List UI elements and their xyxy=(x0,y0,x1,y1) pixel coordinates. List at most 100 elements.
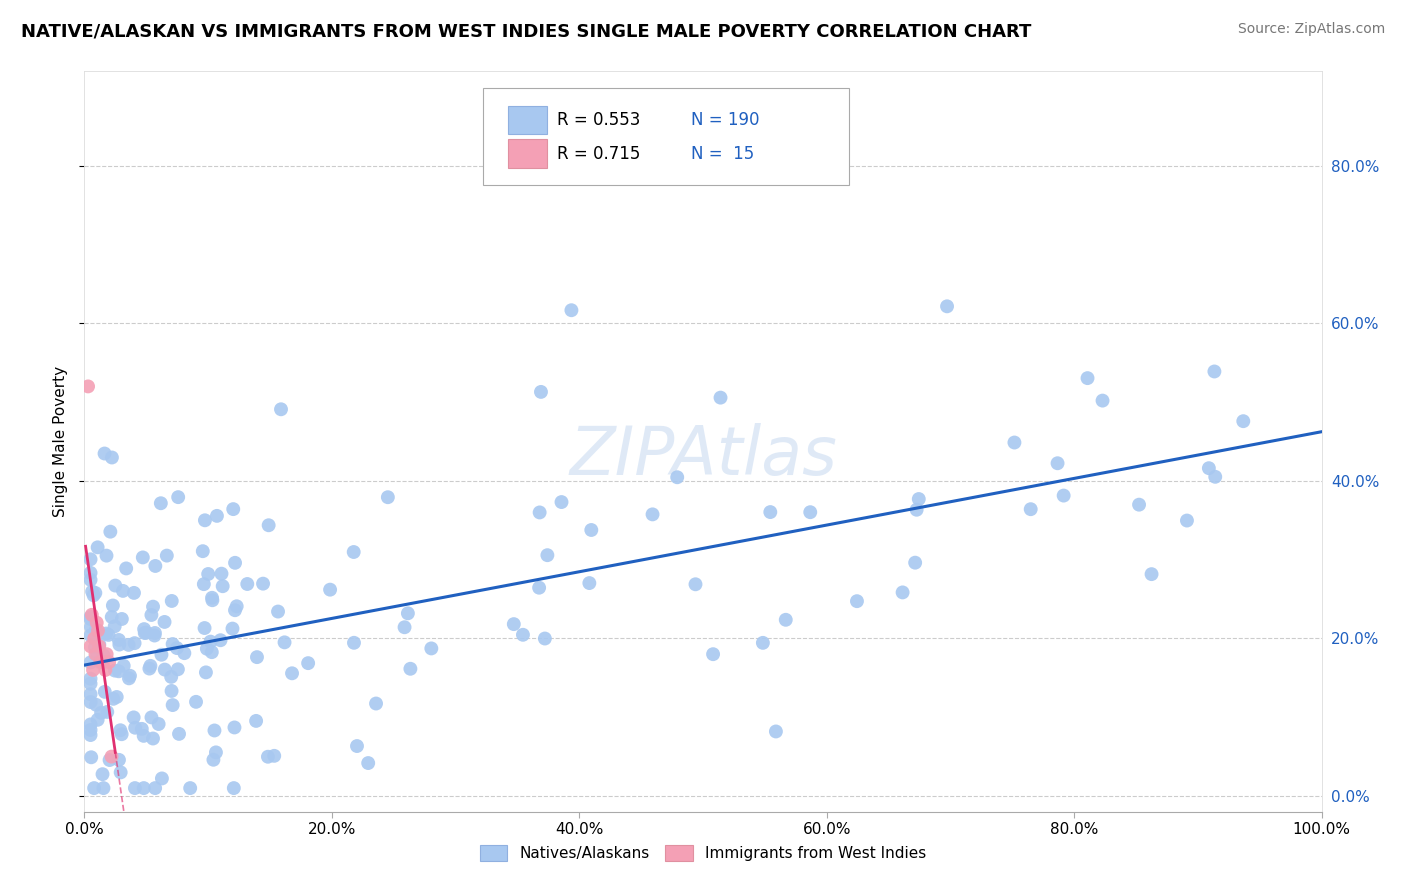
Point xyxy=(80,750,103,764)
Point xyxy=(96,549,118,563)
Point xyxy=(150,772,173,786)
FancyBboxPatch shape xyxy=(508,139,547,168)
Point xyxy=(87,624,110,638)
Point xyxy=(93,781,115,796)
Point xyxy=(211,579,233,593)
Point xyxy=(1053,489,1076,503)
Point xyxy=(84,623,107,637)
Point xyxy=(502,617,524,632)
Point xyxy=(143,628,166,642)
Point xyxy=(118,671,141,685)
Point xyxy=(173,646,195,660)
Point xyxy=(201,593,224,607)
Point xyxy=(209,633,232,648)
Point xyxy=(84,640,107,655)
Point xyxy=(132,729,155,743)
Point xyxy=(86,713,108,727)
Point xyxy=(79,566,101,580)
Point xyxy=(167,662,190,676)
Point xyxy=(193,577,215,591)
Point xyxy=(149,496,172,510)
Point xyxy=(90,706,112,720)
Point xyxy=(79,695,101,709)
Point xyxy=(111,612,134,626)
Point xyxy=(96,647,118,661)
Point xyxy=(905,502,928,516)
Point xyxy=(160,670,183,684)
Point xyxy=(245,714,267,728)
Point xyxy=(685,577,707,591)
Point xyxy=(79,573,101,587)
Point xyxy=(1140,567,1163,582)
Point xyxy=(142,599,165,614)
Point xyxy=(1076,371,1098,385)
Point xyxy=(107,665,129,679)
Point xyxy=(1128,498,1150,512)
Point xyxy=(319,582,342,597)
Point xyxy=(211,566,233,581)
Point xyxy=(108,632,131,647)
Point xyxy=(162,637,184,651)
Point xyxy=(560,303,582,318)
Point xyxy=(79,728,101,742)
Point xyxy=(98,753,121,767)
Point xyxy=(578,576,600,591)
Point xyxy=(124,636,146,650)
Point xyxy=(138,662,160,676)
Point xyxy=(420,641,443,656)
Point xyxy=(79,610,101,624)
Point xyxy=(263,748,285,763)
Point xyxy=(891,585,914,599)
Point xyxy=(132,550,155,565)
Point xyxy=(153,615,176,629)
Point xyxy=(134,622,156,636)
Point xyxy=(205,508,228,523)
Point xyxy=(80,620,103,634)
Point xyxy=(134,626,156,640)
Point xyxy=(131,722,153,736)
Point xyxy=(346,739,368,753)
Point xyxy=(101,450,124,465)
Text: R = 0.553: R = 0.553 xyxy=(557,112,640,129)
Point xyxy=(98,655,121,669)
Point xyxy=(270,402,292,417)
Text: R = 0.715: R = 0.715 xyxy=(557,145,640,162)
Point xyxy=(904,556,927,570)
Point xyxy=(124,781,146,796)
Point xyxy=(765,724,787,739)
Point xyxy=(252,576,274,591)
Point xyxy=(103,691,125,706)
Point xyxy=(534,632,557,646)
Point xyxy=(79,552,101,566)
Point xyxy=(124,721,146,735)
Point xyxy=(79,628,101,642)
Point xyxy=(148,717,170,731)
Point xyxy=(194,665,217,680)
Point xyxy=(666,470,689,484)
Point xyxy=(110,723,132,738)
Point xyxy=(394,620,416,634)
Point xyxy=(86,541,108,555)
Point xyxy=(108,638,131,652)
Point xyxy=(77,379,100,393)
Point xyxy=(357,756,380,770)
Point xyxy=(100,610,122,624)
Point xyxy=(83,781,105,796)
Point xyxy=(104,578,127,592)
Text: ZIPAtlas: ZIPAtlas xyxy=(569,424,837,490)
Text: NATIVE/ALASKAN VS IMMIGRANTS FROM WEST INDIES SINGLE MALE POVERTY CORRELATION CH: NATIVE/ALASKAN VS IMMIGRANTS FROM WEST I… xyxy=(21,22,1032,40)
Text: N = 190: N = 190 xyxy=(690,112,759,129)
Point xyxy=(82,663,104,677)
Point xyxy=(799,505,821,519)
Point xyxy=(224,603,246,617)
Point xyxy=(759,505,782,519)
Point xyxy=(150,648,173,662)
Point xyxy=(79,717,101,731)
Point xyxy=(1091,393,1114,408)
Point xyxy=(1175,514,1198,528)
Point xyxy=(80,607,103,622)
Point xyxy=(343,636,366,650)
Point xyxy=(641,508,664,522)
Point xyxy=(1198,461,1220,475)
Point xyxy=(201,645,224,659)
